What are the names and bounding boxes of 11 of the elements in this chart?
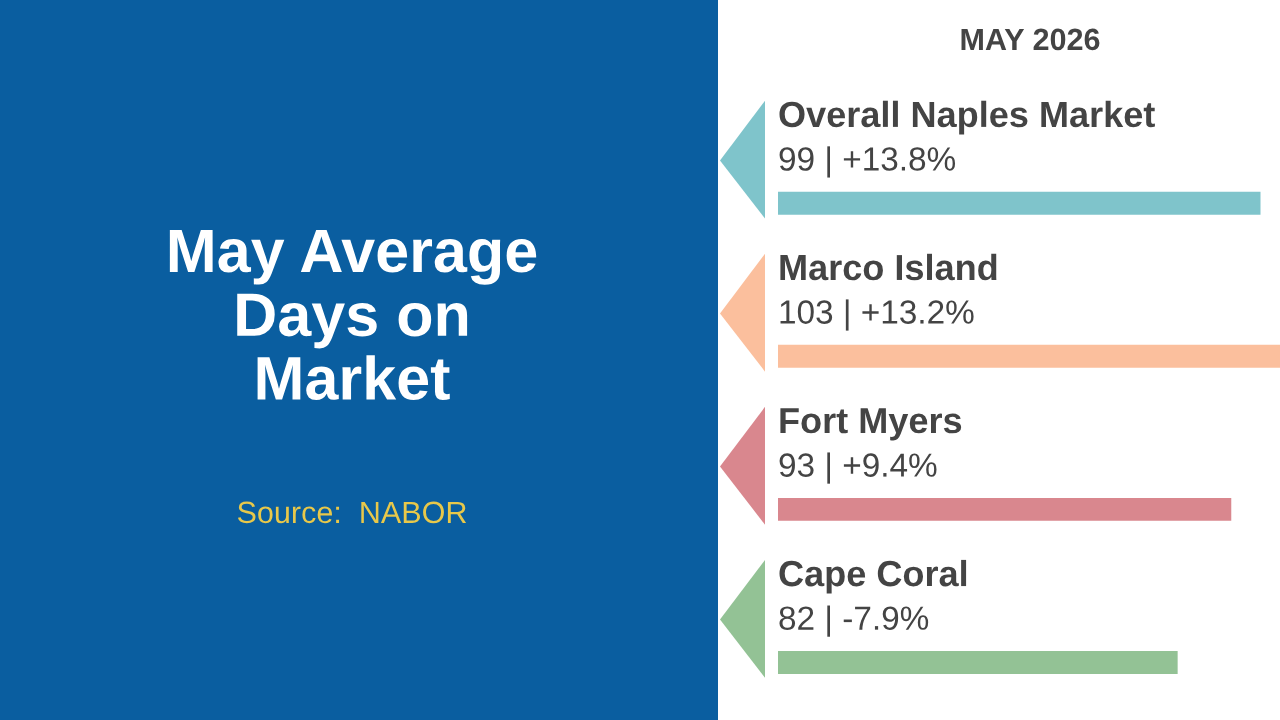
data-label: 103 | +13.2%	[780, 299, 974, 331]
y-tick-label: Overall Naples Market	[779, 100, 1155, 135]
data-label: 93 | +9.4%	[779, 452, 937, 484]
data-label: 99 | +13.8%	[779, 146, 956, 178]
y-tick-label: Fort Myers	[780, 408, 962, 441]
data-label: 82 | -7.9%	[779, 605, 929, 637]
text: May Average Days on Market	[169, 229, 537, 401]
y-tick-label: Cape Coral	[779, 559, 967, 594]
source-note: Source: NABOR	[237, 501, 467, 524]
y-tick-label: Marco Island	[780, 253, 997, 281]
chart-subtitle: MAY 2026	[961, 28, 1100, 51]
